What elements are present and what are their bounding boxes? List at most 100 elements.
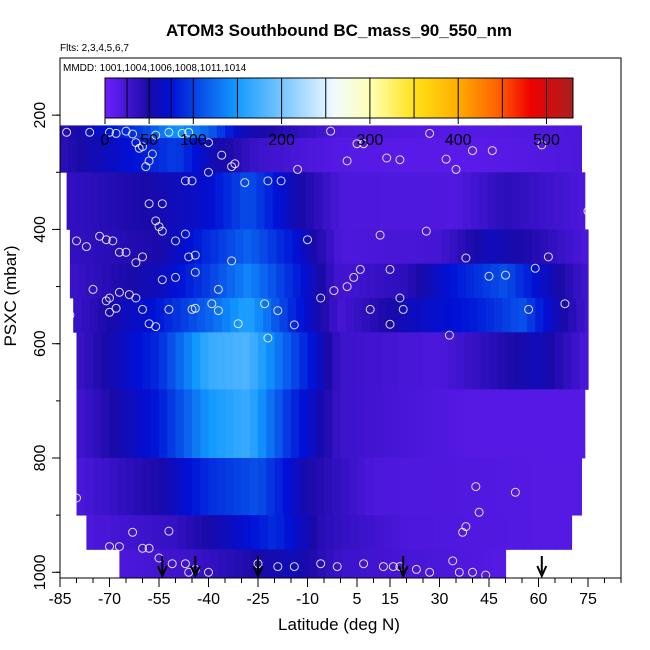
sample-point (121, 247, 131, 257)
heatmap-cell (175, 332, 185, 390)
heatmap-cell (307, 458, 317, 516)
heatmap-cell (470, 172, 480, 230)
heatmap-cell (134, 332, 144, 390)
heatmap-cell (291, 138, 300, 173)
heatmap-cell (127, 263, 137, 299)
heatmap-cell (167, 458, 177, 516)
heatmap-cell (523, 229, 533, 265)
heatmap-cell (193, 549, 203, 578)
heatmap-cell (398, 332, 408, 390)
heatmap-cell (68, 138, 78, 173)
heatmap-cell (469, 298, 479, 333)
heatmap-cell (456, 125, 465, 139)
heatmap-cell (347, 172, 356, 230)
heatmap-cell (83, 172, 92, 230)
sample-point (105, 293, 114, 303)
heatmap-cell (210, 515, 219, 550)
heatmap-cell (208, 138, 218, 173)
heatmap-cell (465, 515, 475, 550)
heatmap-cell (563, 125, 573, 139)
heatmap-cell (101, 138, 111, 173)
heatmap-cell (168, 549, 178, 578)
sample-point (329, 286, 339, 296)
heatmap-cell (135, 263, 145, 299)
heatmap-cell (60, 138, 69, 173)
heatmap-cell (569, 172, 579, 230)
heatmap-cell (225, 458, 234, 516)
heatmap-cell (446, 172, 455, 230)
heatmap-cell (348, 389, 358, 459)
sample-point (164, 304, 174, 314)
heatmap-cell (482, 549, 492, 578)
heatmap-cell (431, 125, 441, 139)
heatmap-cell (563, 458, 573, 516)
heatmap-cell (390, 332, 399, 390)
heatmap-cell (160, 263, 170, 299)
heatmap-cell (243, 229, 252, 265)
heatmap-cell (454, 172, 464, 230)
heatmap-cell (299, 389, 309, 459)
heatmap-cell (126, 458, 135, 516)
heatmap-cell (342, 263, 351, 299)
heatmap-cell (116, 172, 125, 230)
heatmap-cell (325, 229, 335, 265)
heatmap-cell (93, 458, 102, 516)
sample-point (316, 293, 326, 303)
heatmap-cell (505, 125, 515, 139)
heatmap-cell (432, 263, 442, 299)
heatmap-cell (439, 125, 449, 139)
heatmap-cell (490, 515, 500, 550)
heatmap-cell (183, 125, 193, 139)
sample-point (332, 562, 342, 572)
heatmap-cell (531, 263, 541, 299)
heatmap-cell (361, 298, 371, 333)
heatmap-cell (266, 332, 276, 390)
heatmap-cell (414, 458, 424, 516)
heatmap-cell (216, 332, 226, 390)
heatmap-cell (555, 138, 564, 173)
heatmap-cell (423, 138, 432, 173)
heatmap-cell (531, 515, 541, 550)
heatmap-cell (258, 332, 267, 390)
heatmap-cell (259, 515, 269, 550)
heatmap-cell (482, 229, 492, 265)
heatmap-cell (175, 389, 185, 459)
sample-point (213, 284, 223, 294)
heatmap-cell (106, 298, 116, 333)
heatmap-cell (86, 263, 96, 299)
sample-point (583, 206, 593, 216)
heatmap-cell (449, 515, 459, 550)
heatmap-cell (390, 458, 399, 516)
heatmap-cell (403, 298, 413, 333)
heatmap-cell (94, 229, 104, 265)
heatmap-cell (192, 458, 201, 516)
sample-point (184, 127, 194, 137)
heatmap-cell (365, 332, 375, 390)
heatmap-cell (284, 549, 294, 578)
heatmap-cell (406, 125, 416, 139)
heatmap-cell (183, 332, 193, 390)
sample-point (213, 306, 223, 316)
sample-point (468, 146, 477, 156)
heatmap-cell (241, 458, 251, 516)
heatmap-cell (216, 138, 226, 173)
sample-point (471, 482, 481, 492)
heatmap-cell (126, 332, 135, 390)
sample-point (510, 487, 520, 497)
heatmap-cell (249, 138, 259, 173)
heatmap-cell (391, 229, 401, 265)
x-tick-label: -10 (296, 591, 319, 608)
heatmap-cell (320, 298, 330, 333)
heatmap-cell (99, 172, 109, 230)
heatmap-cell (309, 515, 318, 550)
heatmap-cell (81, 298, 91, 333)
heatmap-cell (325, 515, 335, 550)
heatmap-cell (175, 458, 185, 516)
flight-arrow-head (397, 565, 409, 579)
heatmap-cell (555, 125, 564, 139)
heatmap-cell (324, 138, 333, 173)
heatmap-cell (538, 458, 548, 516)
heatmap-cell (274, 458, 284, 516)
colorbar-tick-label: 400 (445, 132, 472, 149)
x-tick-label: -40 (197, 591, 220, 608)
